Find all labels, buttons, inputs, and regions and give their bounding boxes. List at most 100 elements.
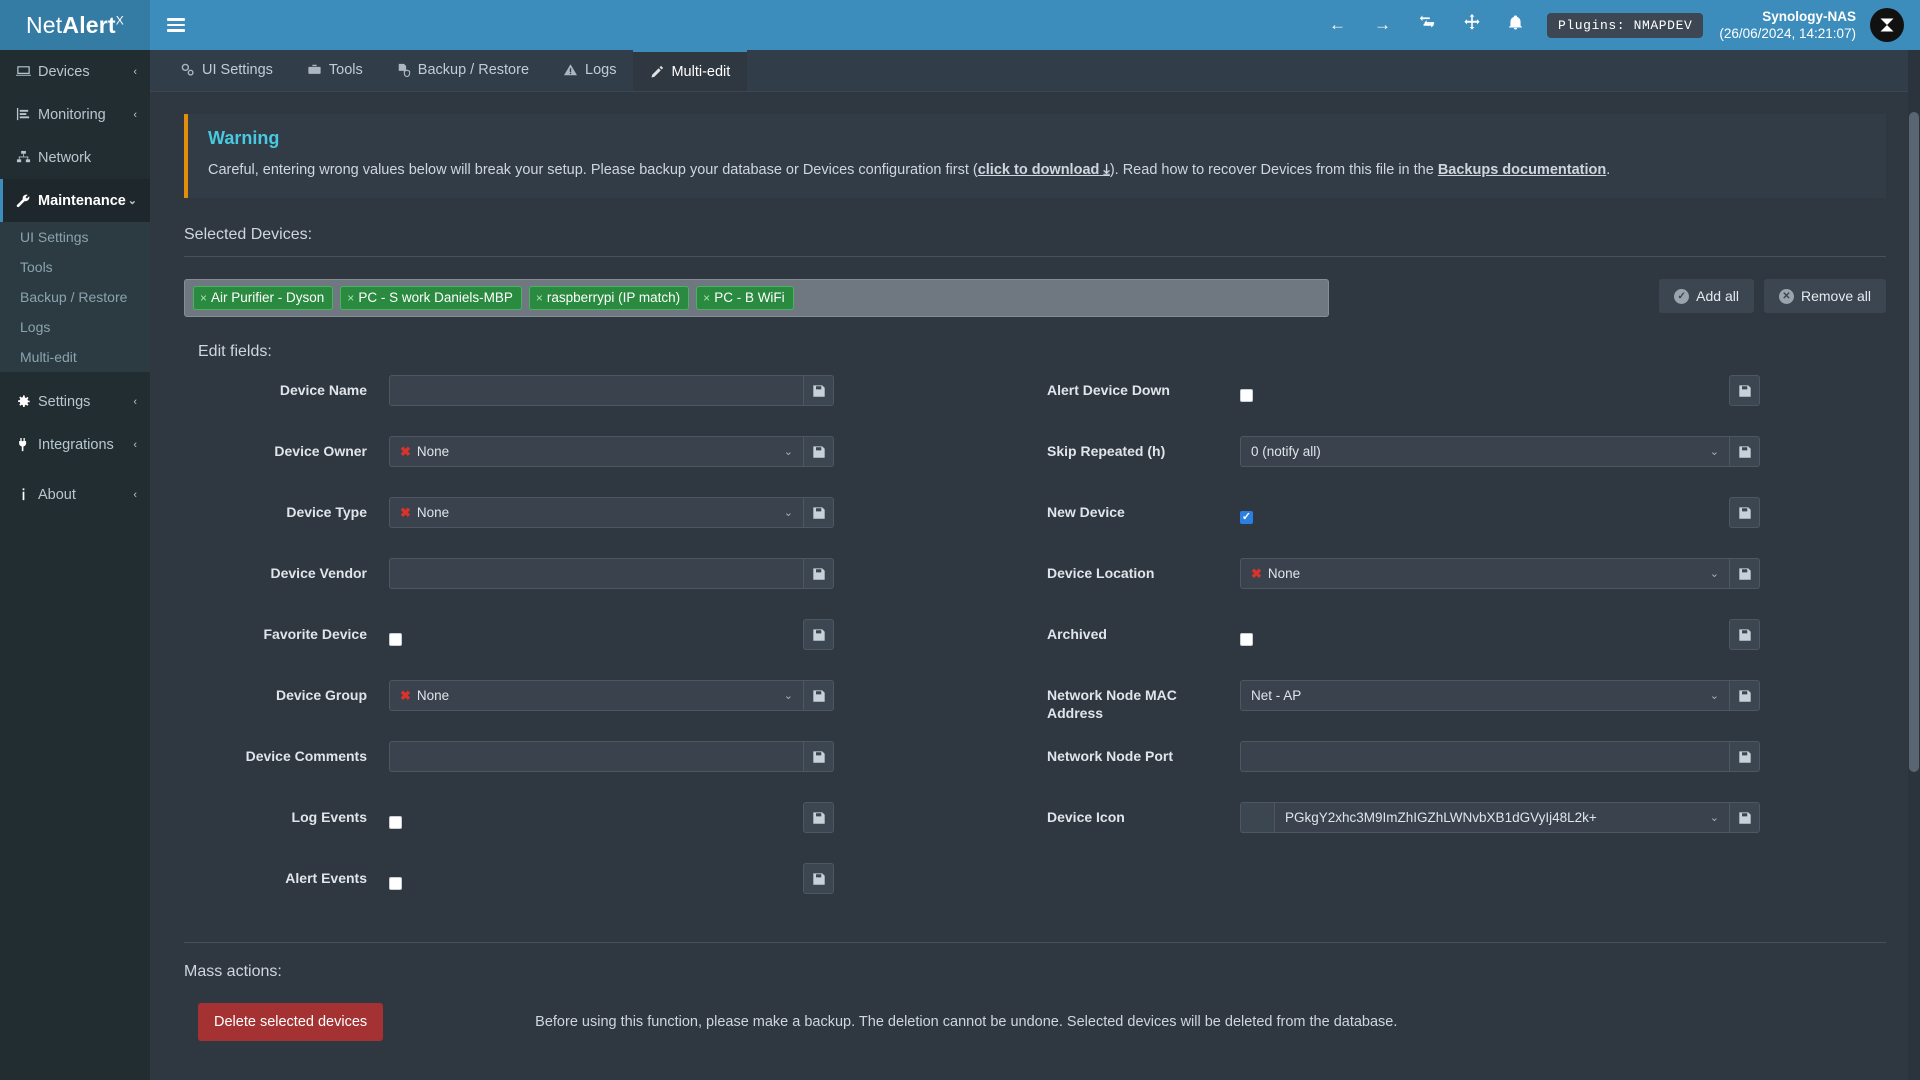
- device-chip[interactable]: × PC - B WiFi: [696, 286, 794, 311]
- field-device-name: Device Name: [184, 375, 1035, 424]
- floppy-save-icon[interactable]: [1729, 558, 1760, 590]
- device-name-input[interactable]: [389, 375, 803, 407]
- close-icon[interactable]: ×: [703, 290, 711, 305]
- archived-checkbox[interactable]: [1240, 632, 1253, 646]
- field-alert-device-down: Alert Device Down: [1035, 375, 1886, 424]
- device-location-select[interactable]: ✖ None ⌄: [1240, 558, 1729, 590]
- toolbox-icon: [307, 63, 322, 77]
- red-x-icon: ✖: [400, 443, 411, 459]
- floppy-save-icon[interactable]: [1729, 741, 1760, 773]
- sidebar-item-devices[interactable]: Devices ‹: [0, 50, 150, 93]
- floppy-save-icon[interactable]: [803, 863, 834, 895]
- floppy-save-icon[interactable]: [1729, 375, 1760, 407]
- field-favorite-device-label: Favorite Device: [263, 626, 368, 643]
- sidebar-item-about[interactable]: About ‹: [0, 473, 150, 516]
- device-icon-select[interactable]: PGkgY2xhc3M9ImZhIGZhLWNvbXB1dGVyIj48L2k+…: [1274, 802, 1729, 834]
- device-icon-value: PGkgY2xhc3M9ImZhIGZhLWNvbXB1dGVyIj48L2k+: [1285, 810, 1597, 826]
- device-chip-label: PC - S work Daniels-MBP: [358, 290, 513, 306]
- alert-device-down-checkbox[interactable]: [1240, 388, 1253, 402]
- device-chip[interactable]: × PC - S work Daniels-MBP: [340, 286, 522, 311]
- chevron-down-icon: ⌄: [127, 195, 137, 207]
- download-backup-link[interactable]: click to download ⤓: [978, 162, 1110, 178]
- hamburger-icon[interactable]: [150, 0, 202, 50]
- warning-triangle-icon: [563, 63, 578, 77]
- sidebar-item-logs[interactable]: Logs: [20, 319, 51, 335]
- top-header: NetAlertX ← → Plugins: NMAPDEV Synology-…: [0, 0, 1920, 50]
- page-body: Warning Careful, entering wrong values b…: [150, 92, 1920, 1080]
- warning-callout: Warning Careful, entering wrong values b…: [184, 114, 1886, 199]
- device-type-select[interactable]: ✖ None ⌄: [389, 497, 803, 529]
- sidebar-item-backup-restore[interactable]: Backup / Restore: [20, 289, 128, 305]
- page-scrollbar-track[interactable]: [1908, 50, 1920, 1080]
- new-device-checkbox[interactable]: [1240, 510, 1253, 524]
- network-node-port-input[interactable]: [1240, 741, 1729, 773]
- edit-fields-title: Edit fields:: [198, 343, 272, 361]
- chevron-down-icon: ⌄: [783, 690, 793, 703]
- arrow-left-icon[interactable]: ←: [1328, 15, 1346, 34]
- device-chip[interactable]: × raspberrypi (IP match): [528, 286, 690, 311]
- floppy-save-icon[interactable]: [803, 558, 834, 590]
- device-vendor-input[interactable]: [389, 558, 803, 590]
- delete-selected-devices-button[interactable]: Delete selected devices: [198, 1003, 384, 1042]
- floppy-save-icon[interactable]: [803, 802, 834, 834]
- selected-devices-row: × Air Purifier - Dyson × PC - S work Danie…: [184, 279, 1886, 318]
- tab-tools[interactable]: Tools: [290, 50, 380, 91]
- plugins-badge[interactable]: Plugins: NMAPDEV: [1546, 12, 1704, 38]
- red-x-icon: ✖: [400, 687, 411, 703]
- sidebar-item-network[interactable]: Network: [0, 136, 150, 179]
- floppy-save-icon[interactable]: [803, 619, 834, 651]
- close-icon[interactable]: ×: [200, 290, 208, 305]
- chevron-left-icon: ‹: [133, 488, 137, 501]
- device-owner-value: None: [416, 444, 450, 460]
- mass-actions-note: Before using this function, please make …: [535, 1014, 1398, 1031]
- bell-icon[interactable]: [1494, 0, 1537, 50]
- tab-backup-restore[interactable]: Backup / Restore: [380, 50, 546, 91]
- log-events-checkbox[interactable]: [389, 815, 402, 829]
- floppy-save-icon[interactable]: [1729, 680, 1760, 712]
- device-group-select[interactable]: ✖ None ⌄: [389, 680, 803, 712]
- alert-events-checkbox[interactable]: [389, 876, 402, 890]
- sidebar-item-multi-edit[interactable]: Multi-edit: [20, 349, 77, 365]
- app-logo[interactable]: NetAlertX: [0, 0, 150, 50]
- tab-multi-edit[interactable]: Multi-edit: [633, 50, 748, 91]
- field-skip-repeated-label: Skip Repeated (h): [1047, 443, 1166, 460]
- selected-devices-input[interactable]: × Air Purifier - Dyson × PC - S work Danie…: [184, 279, 1329, 318]
- field-network-node-mac-address-label: Network Node MAC Address: [1047, 687, 1177, 722]
- skip-repeated-select[interactable]: 0 (notify all) ⌄: [1240, 436, 1729, 468]
- add-all-button[interactable]: ✓ Add all: [1659, 279, 1754, 314]
- refresh-icon[interactable]: [1405, 0, 1450, 50]
- floppy-save-icon[interactable]: [803, 436, 834, 468]
- sidebar-item-integrations[interactable]: Integrations ‹: [0, 423, 150, 466]
- field-device-group: Device Group ✖ None ⌄: [184, 680, 1035, 729]
- floppy-save-icon[interactable]: [1729, 619, 1760, 651]
- floppy-save-icon[interactable]: [1729, 436, 1760, 468]
- floppy-save-icon[interactable]: [803, 375, 834, 407]
- device-chip[interactable]: × Air Purifier - Dyson: [193, 286, 334, 311]
- sidebar-item-maintenance[interactable]: Maintenance ⌄: [0, 179, 150, 222]
- device-owner-select[interactable]: ✖ None ⌄: [389, 436, 803, 468]
- move-icon[interactable]: [1450, 0, 1494, 50]
- backups-documentation-link[interactable]: Backups documentation: [1437, 162, 1607, 178]
- floppy-save-icon[interactable]: [803, 497, 834, 529]
- floppy-save-icon[interactable]: [803, 680, 834, 712]
- network-node-mac-address-select[interactable]: Net - AP ⌄: [1240, 680, 1729, 712]
- arrow-right-icon[interactable]: →: [1373, 15, 1391, 34]
- user-avatar[interactable]: [1870, 8, 1904, 42]
- warning-body: Careful, entering wrong values below wil…: [208, 160, 1866, 181]
- sidebar-item-settings[interactable]: Settings ‹: [0, 380, 150, 423]
- device-comments-input[interactable]: [389, 741, 803, 773]
- floppy-save-icon[interactable]: [803, 741, 834, 773]
- close-icon[interactable]: ×: [535, 290, 543, 305]
- sidebar-item-tools[interactable]: Tools: [20, 259, 53, 275]
- tab-logs[interactable]: Logs: [546, 50, 633, 91]
- sidebar-item-monitoring[interactable]: Monitoring ‹: [0, 93, 150, 136]
- tab-ui-settings[interactable]: UI Settings: [164, 50, 290, 91]
- floppy-save-icon[interactable]: [1729, 802, 1760, 834]
- close-icon[interactable]: ×: [347, 290, 355, 305]
- remove-all-button[interactable]: ✕ Remove all: [1763, 279, 1886, 314]
- page-scrollbar-thumb[interactable]: [1909, 112, 1919, 772]
- favorite-device-checkbox[interactable]: [389, 632, 402, 646]
- sidebar-item-ui-settings[interactable]: UI Settings: [20, 229, 89, 245]
- floppy-save-icon[interactable]: [1729, 497, 1760, 529]
- shield-file-icon: [397, 63, 411, 77]
